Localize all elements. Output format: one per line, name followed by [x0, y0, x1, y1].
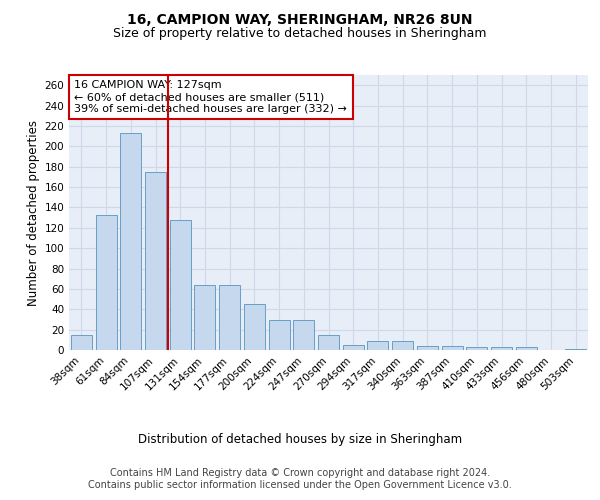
Bar [120, 133, 141, 350]
Bar [293, 320, 314, 350]
Bar [269, 320, 290, 350]
Bar [145, 172, 166, 350]
Bar [491, 347, 512, 350]
Bar [367, 341, 388, 350]
Bar [565, 349, 586, 350]
Text: Distribution of detached houses by size in Sheringham: Distribution of detached houses by size … [138, 432, 462, 446]
Bar [516, 347, 537, 350]
Y-axis label: Number of detached properties: Number of detached properties [27, 120, 40, 306]
Bar [71, 334, 92, 350]
Bar [219, 285, 240, 350]
Bar [95, 214, 116, 350]
Text: 16, CAMPION WAY, SHERINGHAM, NR26 8UN: 16, CAMPION WAY, SHERINGHAM, NR26 8UN [127, 12, 473, 26]
Text: 16 CAMPION WAY: 127sqm
← 60% of detached houses are smaller (511)
39% of semi-de: 16 CAMPION WAY: 127sqm ← 60% of detached… [74, 80, 347, 114]
Bar [417, 346, 438, 350]
Bar [392, 341, 413, 350]
Bar [244, 304, 265, 350]
Bar [318, 334, 339, 350]
Bar [170, 220, 191, 350]
Bar [466, 347, 487, 350]
Text: Contains HM Land Registry data © Crown copyright and database right 2024.
Contai: Contains HM Land Registry data © Crown c… [88, 468, 512, 490]
Bar [343, 345, 364, 350]
Bar [194, 285, 215, 350]
Text: Size of property relative to detached houses in Sheringham: Size of property relative to detached ho… [113, 28, 487, 40]
Bar [442, 346, 463, 350]
